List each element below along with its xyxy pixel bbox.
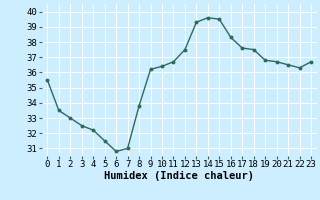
X-axis label: Humidex (Indice chaleur): Humidex (Indice chaleur) [104, 171, 254, 181]
